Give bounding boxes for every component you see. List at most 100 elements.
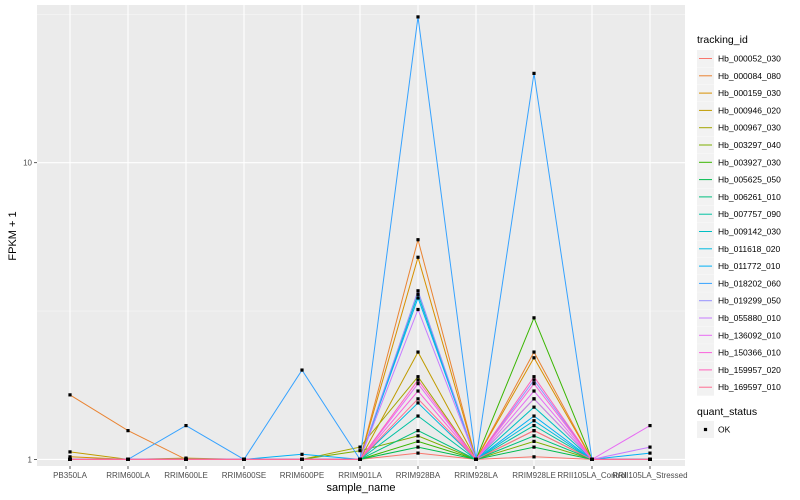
- legend-status-marker: [703, 427, 708, 432]
- legend-key: [697, 274, 714, 292]
- data-point: [416, 255, 420, 259]
- legend-key: [697, 240, 714, 258]
- data-point: [590, 457, 594, 461]
- data-point: [416, 434, 420, 438]
- legend-label: Hb_136092_010: [718, 330, 781, 340]
- data-point: [416, 439, 420, 443]
- legend-label: Hb_003297_040: [718, 140, 781, 150]
- legend-label: Hb_007757_090: [718, 209, 781, 219]
- legend-key: [697, 223, 714, 240]
- data-point: [532, 350, 536, 354]
- legend-status-title: quant_status: [697, 406, 757, 418]
- legend-key: [697, 326, 714, 344]
- data-point: [300, 368, 304, 372]
- legend-key: [697, 119, 714, 137]
- legend-label: Hb_169597_010: [718, 382, 781, 392]
- legend-title: tracking_id: [697, 34, 748, 46]
- legend-status-items: OK: [697, 421, 731, 438]
- data-point: [532, 382, 536, 386]
- legend-key: [697, 50, 714, 67]
- data-point: [532, 397, 536, 401]
- y-tick-label: 10: [23, 159, 32, 168]
- data-point: [648, 445, 652, 449]
- legend-label: Hb_000052_030: [718, 54, 781, 64]
- minor-gridlines: [37, 14, 685, 312]
- x-tick-label: RRII105LA_Control: [557, 471, 627, 480]
- data-point: [416, 378, 420, 382]
- legend-key: [697, 292, 714, 310]
- data-point: [358, 457, 362, 461]
- data-point: [416, 429, 420, 433]
- data-points: [68, 15, 652, 461]
- data-point: [648, 423, 652, 428]
- x-tick-label: RRIM600LA: [106, 471, 150, 480]
- data-point: [648, 457, 652, 461]
- data-point: [532, 378, 536, 382]
- legend-items: Hb_000052_030 Hb_000084_080 Hb_000159_030 H…: [697, 50, 781, 396]
- data-point: [648, 451, 652, 455]
- data-point: [126, 457, 130, 461]
- legend-key: [697, 153, 714, 171]
- legend-label: Hb_006261_010: [718, 192, 781, 202]
- x-tick-label: RRIM600SE: [222, 471, 266, 480]
- data-point: [416, 375, 420, 379]
- data-point: [416, 350, 420, 354]
- data-point: [358, 449, 362, 453]
- legend-label: Hb_000084_080: [718, 71, 781, 81]
- data-point: [416, 289, 420, 293]
- data-point: [416, 292, 420, 296]
- data-point: [532, 71, 536, 75]
- data-point: [68, 457, 72, 461]
- legend-label: Hb_000946_020: [718, 105, 781, 115]
- data-point: [416, 397, 420, 401]
- legend-label: Hb_005625_050: [718, 175, 781, 185]
- data-point: [416, 382, 420, 386]
- legend-label: Hb_055880_010: [718, 313, 781, 323]
- legend-label: Hb_003927_030: [718, 157, 781, 167]
- data-point: [532, 455, 536, 459]
- data-point: [416, 15, 420, 19]
- y-axis-title: FPKM + 1: [7, 211, 19, 260]
- data-point: [532, 356, 536, 360]
- x-axis-title: sample_name: [326, 482, 395, 494]
- x-tick-label: PB350LA: [53, 471, 87, 480]
- data-point: [184, 457, 188, 461]
- legend: tracking_id Hb_000052_030 Hb_000084_080 Hb…: [697, 34, 781, 438]
- data-point: [532, 419, 536, 423]
- legend-key: [697, 344, 714, 362]
- legend-status-label: OK: [718, 425, 731, 435]
- legend-key: [697, 84, 714, 102]
- data-point: [184, 423, 188, 428]
- data-point: [532, 423, 536, 428]
- legend-label: Hb_011772_010: [718, 261, 781, 271]
- data-point: [532, 434, 536, 438]
- data-point: [416, 414, 420, 418]
- legend-label: Hb_019299_050: [718, 296, 781, 306]
- legend-label: Hb_000967_030: [718, 123, 781, 133]
- x-tick-label: RRIM928LE: [512, 471, 556, 480]
- data-point: [416, 296, 420, 300]
- legend-key: [697, 171, 714, 189]
- y-tick-label: 1: [28, 455, 33, 464]
- y-axis: 1 10: [23, 159, 37, 464]
- plot-panel: [37, 5, 685, 466]
- legend-label: Hb_011618_020: [718, 244, 781, 254]
- x-tick-label: RRII105LA_Stressed: [612, 471, 687, 480]
- legend-label: Hb_018202_060: [718, 278, 781, 288]
- legend-key: [697, 309, 714, 327]
- legend-key: [697, 188, 714, 206]
- x-tick-label: RRIM600LE: [164, 471, 208, 480]
- data-point: [532, 405, 536, 409]
- x-tick-label: RRIM928BA: [396, 471, 441, 480]
- data-point: [242, 457, 246, 461]
- legend-key: [697, 361, 714, 379]
- data-point: [68, 393, 72, 397]
- data-point: [532, 316, 536, 320]
- legend-key: [697, 205, 714, 223]
- data-point: [532, 375, 536, 379]
- data-point: [416, 389, 420, 393]
- legend-label: Hb_009142_030: [718, 227, 781, 237]
- data-point: [416, 401, 420, 405]
- x-tick-label: RRIM600PE: [280, 471, 324, 480]
